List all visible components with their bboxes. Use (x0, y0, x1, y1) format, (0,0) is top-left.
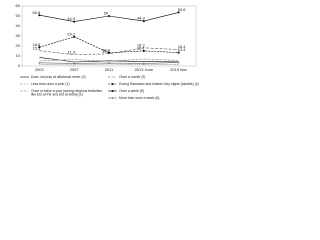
value-label: 50 (104, 11, 109, 16)
x-tick-label: 2007 (70, 67, 80, 72)
point (177, 11, 180, 14)
series-line (39, 57, 179, 63)
point (108, 51, 110, 54)
value-label: 13.2 (102, 47, 111, 52)
legend-label: Once a week (5) (119, 89, 144, 93)
x-tick-label: 2002 (35, 67, 45, 72)
point (73, 35, 76, 38)
value-label: 29.2 (67, 31, 76, 36)
point (108, 62, 110, 64)
value-label: 44.9 (137, 16, 146, 21)
point (108, 15, 110, 17)
series-line (39, 58, 179, 62)
value-label: 11.3 (67, 49, 75, 54)
point (38, 14, 41, 17)
value-label: 53.6 (178, 7, 187, 12)
value-label: 16.4 (178, 44, 187, 49)
value-label: 15.1 (137, 45, 146, 50)
point (177, 61, 180, 64)
point (73, 20, 76, 23)
series-line (39, 47, 179, 56)
x-tick-label: 2013 June (134, 67, 153, 72)
series-line (39, 63, 179, 66)
y-tick-label: 50 (16, 13, 21, 18)
point (142, 20, 145, 23)
x-tick-label: 2011 (105, 67, 114, 72)
point (38, 61, 41, 64)
legend-label: Once a month (3) (119, 75, 145, 79)
legend-label-line: like Eid al-Fitr and Eid al-Adha) (2) (31, 92, 83, 96)
value-label: 18.8 (33, 42, 42, 47)
y-tick-label: 10 (16, 53, 21, 58)
legend-label: Less than once a year (1) (31, 82, 69, 86)
legend-label: Once or twice a year (during religious f… (31, 89, 102, 97)
legend-label: More than once a week (6) (119, 96, 159, 100)
y-tick-label: 0 (18, 63, 21, 68)
point (142, 62, 145, 65)
series-line (39, 36, 179, 54)
x-tick-label: 2015 Nov (170, 67, 187, 72)
y-tick-label: 40 (16, 23, 21, 28)
y-tick-label: 30 (16, 33, 21, 38)
value-label: 18.2 (137, 42, 146, 47)
value-label: 44.4 (67, 16, 76, 21)
value-label: 12.2 (102, 48, 111, 53)
point (38, 46, 41, 49)
point (73, 62, 76, 65)
value-label: 15.3 (33, 45, 42, 50)
point (142, 50, 145, 52)
chart: 0 10 20 30 40 50 60 2002 2007 2011 2013 June 2015 N… (16, 3, 199, 100)
y-tick-label: 60 (16, 3, 21, 8)
legend-label: Does not pray at all/almost never (0) (31, 75, 86, 79)
point (177, 51, 180, 54)
legend-label-line: Once or twice a year (during religious f… (31, 89, 102, 93)
legend-marker (111, 83, 114, 85)
y-tick-label: 20 (16, 43, 21, 48)
value-label: 13.4 (178, 47, 187, 52)
legend-marker (111, 90, 114, 92)
legend-label: During Ramadan and Islamic holy nights (… (119, 82, 199, 86)
value-label: 50.8 (33, 10, 42, 15)
legend-marker (111, 97, 114, 99)
